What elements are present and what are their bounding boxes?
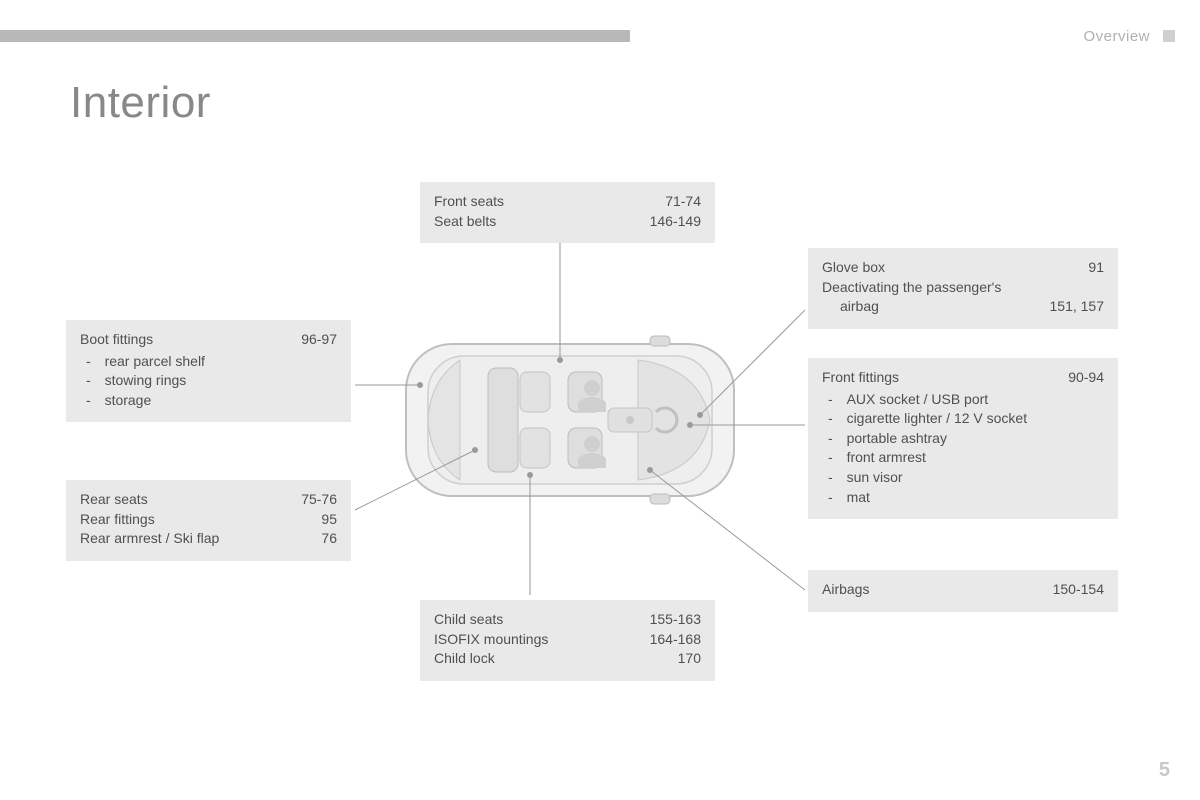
callout-front-seats: Front seats 71-74 Seat belts 146-149 — [420, 182, 715, 243]
label: Rear fittings — [80, 510, 301, 530]
callout-glove-box: Glove box 91 Deactivating the passenger's… — [808, 248, 1118, 329]
pages: 76 — [321, 529, 337, 549]
pages: 91 — [1088, 258, 1104, 278]
bullet: sun visor — [822, 468, 1104, 488]
label: Glove box — [822, 258, 1068, 278]
pages: 155-163 — [650, 610, 701, 630]
pages: 170 — [678, 649, 701, 669]
pages: 150-154 — [1053, 580, 1104, 600]
callout-airbags: Airbags 150-154 — [808, 570, 1118, 612]
bullet: stowing rings — [80, 371, 337, 391]
label: Child seats — [434, 610, 630, 630]
pages: 95 — [321, 510, 337, 530]
label: Deactivating the passenger's — [822, 278, 1084, 298]
bullet-list: AUX socket / USB port cigarette lighter … — [822, 390, 1104, 508]
bullet: front armrest — [822, 448, 1104, 468]
callout-rear-seats: Rear seats 75-76 Rear fittings 95 Rear arm… — [66, 480, 351, 561]
bullet: cigarette lighter / 12 V socket — [822, 409, 1104, 429]
label: ISOFIX mountings — [434, 630, 630, 650]
label: Seat belts — [434, 212, 630, 232]
car-interior-diagram — [400, 330, 740, 510]
bullet: mat — [822, 488, 1104, 508]
bullet: storage — [80, 391, 337, 411]
section-label: Overview — [1083, 28, 1150, 45]
header-bar — [0, 30, 630, 42]
section-marker — [1163, 30, 1175, 42]
pages: 75-76 — [301, 490, 337, 510]
label: Rear armrest / Ski flap — [80, 529, 301, 549]
bullet: rear parcel shelf — [80, 352, 337, 372]
callout-boot-fittings: Boot fittings 96-97 rear parcel shelf sto… — [66, 320, 351, 422]
label: Airbags — [822, 580, 1033, 600]
pages: 96-97 — [301, 330, 337, 350]
callout-front-fittings: Front fittings 90-94 AUX socket / USB por… — [808, 358, 1118, 519]
label: Front fittings — [822, 368, 1048, 388]
bullet: AUX socket / USB port — [822, 390, 1104, 410]
bullet-list: rear parcel shelf stowing rings storage — [80, 352, 337, 411]
bullet: portable ashtray — [822, 429, 1104, 449]
label: Child lock — [434, 649, 658, 669]
label: Rear seats — [80, 490, 281, 510]
page-number: 5 — [1159, 759, 1170, 782]
callout-child-seats: Child seats 155-163 ISOFIX mountings 164-1… — [420, 600, 715, 681]
label: Front seats — [434, 192, 645, 212]
pages: 151, 157 — [1050, 297, 1105, 317]
pages: 90-94 — [1068, 368, 1104, 388]
pages: 164-168 — [650, 630, 701, 650]
pages: 71-74 — [665, 192, 701, 212]
page-title: Interior — [70, 78, 211, 128]
pages: 146-149 — [650, 212, 701, 232]
label: airbag — [822, 297, 1030, 317]
label: Boot fittings — [80, 330, 281, 350]
